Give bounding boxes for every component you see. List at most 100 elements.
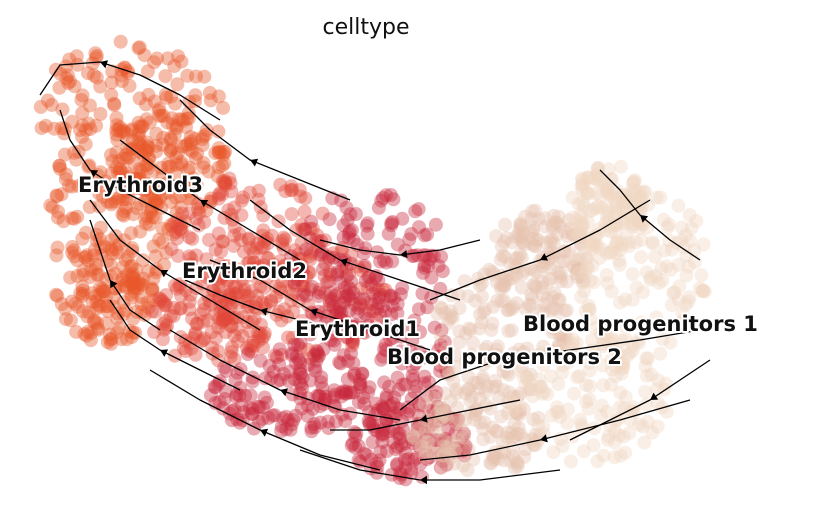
cell-point (74, 93, 89, 107)
cell-point (116, 260, 131, 275)
cell-point (135, 139, 150, 154)
cell-point (118, 252, 133, 267)
cell-point (395, 377, 410, 392)
cell-point (489, 347, 504, 362)
cell-point (561, 244, 576, 259)
cell-point (256, 266, 271, 281)
cell-point (159, 90, 174, 105)
cell-point (146, 293, 161, 308)
cell-point (240, 347, 255, 361)
cell-point (89, 118, 104, 133)
cell-point (587, 346, 602, 361)
cell-point (244, 344, 259, 359)
cell-point (556, 254, 571, 269)
cell-point (376, 349, 391, 364)
cell-point (213, 294, 228, 309)
cell-point (412, 398, 427, 413)
cell-point (230, 412, 245, 427)
cell-point (625, 183, 640, 198)
cell-point (342, 224, 357, 239)
cell-point (568, 213, 583, 228)
cell-point (386, 192, 401, 207)
cell-point (147, 55, 162, 70)
cell-point (580, 170, 595, 185)
cell-point (244, 338, 258, 353)
cell-point (526, 412, 541, 427)
cell-point (257, 390, 272, 405)
cell-point (604, 172, 618, 187)
cell-point (279, 422, 294, 437)
cell-point (191, 202, 206, 217)
cell-point (681, 259, 696, 274)
cell-point (696, 284, 710, 299)
cell-point (261, 410, 276, 425)
cell-point (447, 444, 462, 458)
cell-point (75, 289, 90, 303)
cell-point (574, 210, 589, 225)
cell-point (213, 145, 228, 160)
cell-point (110, 325, 124, 340)
cell-point (322, 297, 337, 312)
cell-point (113, 120, 127, 135)
cell-point (614, 333, 629, 348)
cell-point (604, 377, 618, 392)
cell-point (578, 265, 593, 280)
cell-point (171, 49, 185, 64)
cell-point (489, 423, 504, 438)
cell-point (417, 350, 432, 365)
cell-point (167, 300, 182, 315)
cell-point (228, 373, 243, 388)
cell-point (219, 364, 234, 378)
cell-point (191, 218, 206, 233)
cell-point (356, 324, 371, 339)
cell-point (505, 271, 520, 286)
cell-point (508, 251, 523, 266)
cell-point (456, 443, 471, 458)
cell-point (38, 118, 53, 133)
cell-point (599, 209, 614, 224)
cell-point (52, 158, 67, 173)
cell-point (174, 157, 189, 172)
cell-point (608, 359, 623, 374)
cell-point (231, 285, 246, 300)
cell-point (132, 119, 147, 134)
cell-point (511, 227, 526, 242)
cell-point (373, 254, 388, 269)
cell-point (656, 212, 671, 227)
cell-point (201, 164, 216, 179)
cell-point (632, 221, 647, 236)
cell-point (615, 361, 630, 376)
cell-point (523, 311, 537, 326)
cell-point (129, 181, 144, 196)
cell-point (604, 284, 619, 299)
cell-point (328, 400, 343, 414)
cell-point (301, 342, 315, 357)
cell-point (211, 145, 226, 160)
cell-point (376, 426, 391, 441)
cell-point (458, 386, 473, 401)
cell-point (224, 207, 239, 222)
cell-point (580, 251, 595, 265)
cell-point (507, 417, 522, 432)
cell-point (616, 360, 631, 375)
cell-point (334, 193, 349, 208)
cell-point (190, 317, 205, 331)
cell-point (544, 408, 559, 423)
cell-point (609, 217, 624, 232)
cell-point (241, 289, 256, 303)
cell-point (378, 283, 393, 297)
cell-point (332, 355, 347, 370)
cell-point (132, 132, 147, 147)
cell-point (570, 370, 585, 385)
cell-point (573, 264, 588, 279)
cell-point (353, 281, 368, 296)
cell-point (295, 381, 310, 395)
cell-point (593, 326, 608, 341)
cell-point (527, 264, 542, 279)
cell-point (405, 333, 420, 348)
cell-point (155, 221, 170, 236)
cell-point (604, 172, 619, 187)
cell-point (84, 262, 99, 277)
cell-point (133, 224, 148, 239)
cell-point (256, 240, 271, 255)
